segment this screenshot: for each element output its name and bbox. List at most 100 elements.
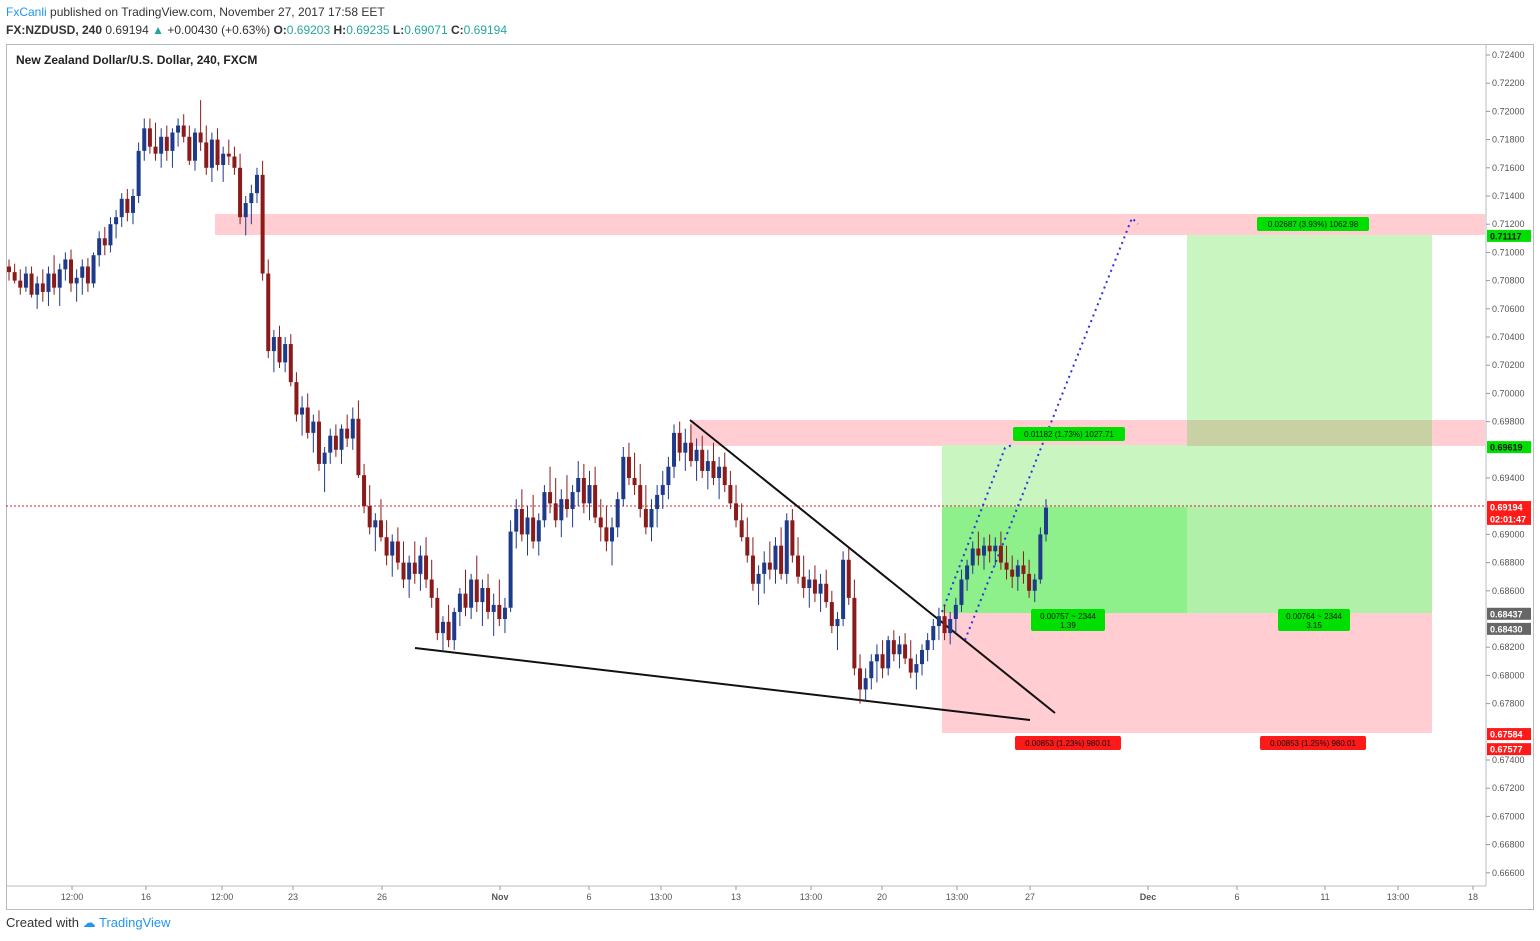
candle-down — [198, 132, 203, 143]
candle-up — [666, 466, 671, 486]
candle-up — [1015, 565, 1020, 577]
stats-ratio-text: 3.15 — [1306, 621, 1322, 630]
stats-label-text: 0.00853 (1.25%) 980.01 — [1270, 739, 1356, 748]
tradingview-link[interactable]: TradingView — [99, 915, 171, 930]
candle-up — [97, 238, 102, 256]
candle-up — [418, 555, 423, 574]
candle-down — [424, 555, 429, 580]
candle-down — [181, 125, 186, 137]
candle-up — [249, 193, 254, 204]
candle-up — [192, 132, 197, 161]
candle-up — [683, 442, 688, 453]
price-badge — [1487, 728, 1531, 741]
candle-up — [74, 277, 79, 284]
candle-down — [728, 485, 733, 504]
chart-frame[interactable] — [6, 44, 1534, 910]
y-tick-label: 0.72000 — [1492, 106, 1525, 116]
tradingview-logo-icon[interactable]: ☁ — [82, 915, 96, 930]
candle-down — [824, 583, 829, 603]
price-badge-text: 0.68437 — [1490, 609, 1523, 619]
candle-down — [750, 555, 755, 584]
high-value: 0.69235 — [346, 23, 390, 37]
candle-down — [367, 506, 372, 528]
candle-down — [790, 520, 795, 556]
x-tick-label: 27 — [1025, 892, 1035, 902]
x-tick-label: 6 — [1234, 892, 1239, 902]
candle-down — [333, 435, 338, 450]
y-tick-label: 0.69800 — [1492, 417, 1525, 427]
y-tick-label: 0.72400 — [1492, 50, 1525, 60]
candle-down — [305, 407, 310, 433]
y-tick-label: 0.66800 — [1492, 840, 1525, 850]
profit-zone-2 — [1187, 507, 1432, 613]
candle-up — [993, 545, 998, 552]
open-label: O: — [273, 23, 287, 37]
candle-up — [1038, 534, 1043, 580]
x-tick-label: 20 — [877, 892, 887, 902]
x-tick-label: Dec — [1140, 892, 1157, 902]
symbol-info-bar: FX:NZDUSD, 240 0.69194 ▲ +0.00430 (+0.63… — [6, 22, 507, 38]
candle-down — [626, 456, 631, 478]
candle-up — [660, 485, 665, 495]
candle-down — [52, 273, 57, 288]
x-tick-label: 18 — [1468, 892, 1478, 902]
open-value: 0.69203 — [286, 23, 331, 37]
price-badge-text: 0.67584 — [1490, 730, 1523, 740]
candle-up — [1044, 507, 1048, 535]
candle-up — [841, 559, 846, 619]
candle-up — [717, 466, 722, 478]
candle-down — [401, 562, 406, 580]
y-tick-label: 0.66600 — [1492, 868, 1525, 878]
candle-down — [85, 266, 90, 284]
candle-up — [587, 485, 592, 504]
candle-down — [942, 616, 947, 634]
candle-up — [959, 579, 964, 605]
candle-up — [283, 344, 288, 363]
candle-down — [1004, 562, 1009, 570]
candle-down — [638, 485, 643, 510]
price-badge-text: 02:01:47 — [1490, 514, 1526, 524]
price-badge — [1487, 512, 1531, 525]
projection-path-1 — [941, 444, 1013, 613]
candle-down — [260, 174, 265, 274]
candle-up — [863, 678, 868, 690]
price-badge — [1487, 501, 1531, 514]
candle-up — [502, 607, 507, 619]
close-label: C: — [450, 23, 464, 37]
author-link[interactable]: FxCanli — [6, 5, 47, 19]
candle-down — [18, 280, 23, 288]
x-tick-label: 12:00 — [211, 892, 234, 902]
y-tick-label: 0.70400 — [1492, 332, 1525, 342]
candle-up — [948, 619, 953, 634]
candle-down — [564, 499, 569, 510]
x-tick-label: 13:00 — [946, 892, 969, 902]
candle-up — [136, 150, 141, 196]
candle-up — [525, 517, 530, 535]
candle-down — [812, 579, 817, 594]
stats-label-text: 0.00764 ~ 2344 — [1286, 612, 1342, 621]
candle-down — [553, 503, 558, 521]
x-tick-label: 11 — [1320, 892, 1329, 902]
candle-up — [576, 478, 581, 493]
candle-up — [694, 449, 699, 462]
price-badge — [1487, 229, 1531, 242]
candle-down — [593, 485, 598, 518]
y-tick-label: 0.69400 — [1492, 473, 1525, 483]
y-tick-label: 0.70000 — [1492, 388, 1525, 398]
y-tick-label: 0.67200 — [1492, 783, 1525, 793]
candle-down — [987, 545, 992, 552]
candle-up — [559, 499, 564, 521]
candle-down — [531, 517, 536, 542]
candle-down — [598, 517, 603, 528]
x-tick-label: 13:00 — [800, 892, 823, 902]
candle-down — [345, 428, 350, 439]
x-tick-label: 6 — [586, 892, 591, 902]
candle-up — [176, 125, 181, 133]
candle-down — [739, 520, 744, 538]
candle-down — [356, 418, 361, 476]
candle-up — [63, 259, 68, 270]
candle-up — [350, 418, 355, 439]
candle-up — [469, 579, 474, 608]
candle-up — [649, 509, 654, 528]
